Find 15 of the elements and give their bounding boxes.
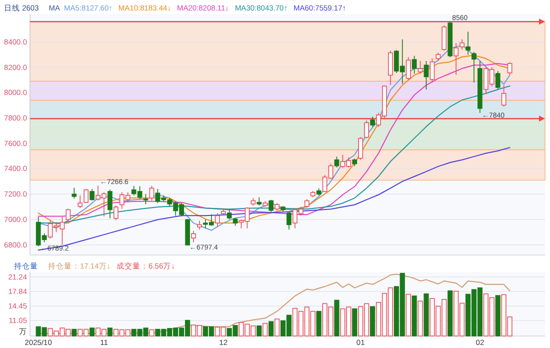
candlestick xyxy=(214,212,220,228)
candlestick xyxy=(495,70,500,90)
candlestick xyxy=(358,136,364,160)
line-series xyxy=(38,147,510,251)
candlestick xyxy=(364,120,369,139)
candlestick xyxy=(466,31,470,55)
candlestick xyxy=(262,200,268,208)
candlestick xyxy=(352,158,358,167)
candlestick xyxy=(388,50,393,86)
candlestick xyxy=(454,42,459,76)
candlestick xyxy=(478,60,482,114)
candlestick xyxy=(370,116,375,128)
candlestick xyxy=(108,189,112,219)
candlestick xyxy=(90,188,94,201)
candlestick xyxy=(191,230,196,243)
